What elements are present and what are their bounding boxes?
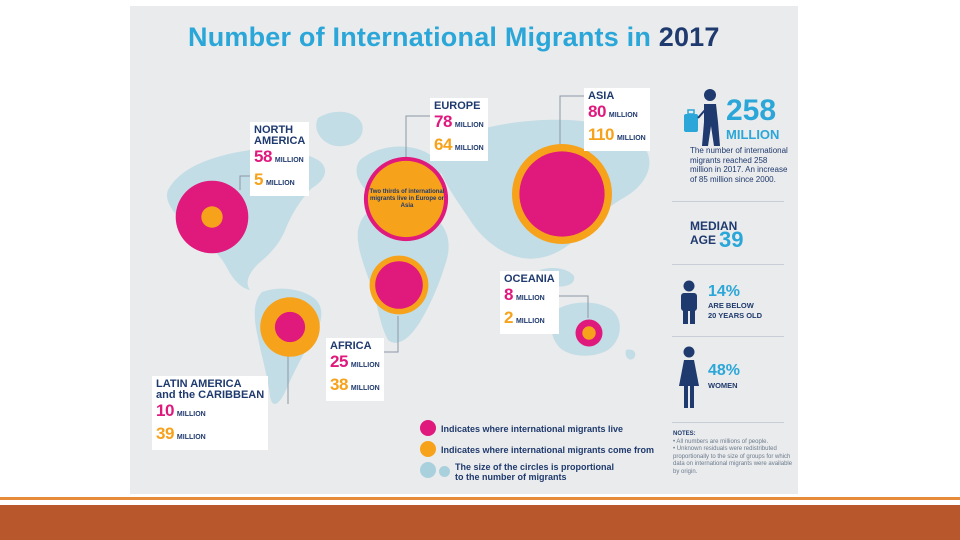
stat-live-value: 10: [156, 401, 174, 420]
region-name: AFRICA: [330, 340, 372, 352]
region-oceania: OCEANIA 8 MILLION 2 MILLION: [500, 271, 559, 334]
title-text: Number of International Migrants in: [188, 22, 652, 52]
region-name: EUROPE: [434, 100, 481, 112]
stat-origin-value: 38: [330, 375, 348, 394]
region-name: NORTH: [254, 124, 294, 136]
stat-live: 58 MILLION: [254, 147, 305, 170]
stat-unit: MILLION: [616, 135, 646, 142]
footer-accent-line: [0, 497, 960, 500]
divider: [672, 201, 784, 202]
stat-live: 10 MILLION: [156, 401, 264, 424]
stat-live-value: 8: [504, 285, 513, 304]
stat-unit: MILLION: [515, 318, 545, 325]
notes-heading: NOTES:: [673, 431, 696, 437]
divider: [672, 336, 784, 337]
page-title: Number of International Migrants in 2017: [188, 22, 720, 53]
legend-size-swatch-large: [420, 462, 436, 478]
region-name: ASIA: [588, 90, 615, 102]
connector-lines: [239, 95, 589, 404]
legend-live-label: Indicates where international migrants l…: [441, 424, 624, 434]
stat-live-value: 78: [434, 112, 452, 131]
stat-unit: MILLION: [454, 145, 484, 152]
stat-origin: 38 MILLION: [330, 375, 380, 398]
region-europe: EUROPE 78 MILLION 64 MILLION: [430, 98, 488, 161]
connector-europe: [405, 115, 430, 158]
traveler-icon: [684, 89, 720, 146]
legend-size-swatch-small: [439, 466, 450, 477]
bubble-layer: [175, 144, 612, 357]
legend-size-label-1: The size of the circles is proportional: [455, 462, 615, 472]
connector-north-america: [239, 175, 250, 190]
stat-unit: MILLION: [176, 411, 206, 418]
youth-percent: 14%: [708, 283, 741, 300]
note-1: • All numbers are millions of people.: [673, 438, 769, 445]
stat-unit: MILLION: [515, 295, 545, 302]
median-label-1: MEDIAN: [690, 219, 738, 233]
stat-origin-value: 110: [588, 125, 614, 144]
stat-live: 78 MILLION: [434, 112, 484, 135]
bubble-north-america-origin: [201, 206, 223, 228]
bubble-asia-live: [519, 151, 605, 237]
stat-unit: MILLION: [265, 180, 295, 187]
divider: [672, 264, 784, 265]
region-name: LATIN AMERICA: [156, 378, 242, 390]
stat-origin: 2 MILLION: [504, 308, 555, 331]
child-icon: [681, 280, 697, 324]
stat-unit: MILLION: [608, 112, 638, 119]
stat-live: 25 MILLION: [330, 352, 380, 375]
region-name: OCEANIA: [504, 273, 555, 285]
stat-origin-value: 2: [504, 308, 513, 327]
legend-size-label-2: to the number of migrants: [455, 472, 567, 482]
stat-origin: 39 MILLION: [156, 424, 264, 447]
stat-unit: MILLION: [274, 157, 304, 164]
legend-origin-swatch: [420, 441, 436, 457]
note-2: • Unknown residuals were redistributed p…: [673, 446, 793, 475]
stat-origin-value: 64: [434, 135, 452, 154]
region-name: and the CARIBBEAN: [156, 389, 265, 401]
stat-unit: MILLION: [350, 385, 380, 392]
stat-live-value: 25: [330, 352, 348, 371]
woman-icon: [679, 346, 699, 408]
bubble-latin-america-live: [274, 311, 306, 343]
connector-asia: [559, 95, 587, 150]
total-unit: MILLION: [726, 127, 780, 142]
region-name: AMERICA: [254, 135, 306, 147]
stat-unit: MILLION: [454, 122, 484, 129]
youth-desc-2: 20 YEARS OLD: [708, 311, 763, 320]
footer-bar: [0, 505, 960, 540]
stat-origin: 64 MILLION: [434, 135, 484, 158]
region-latin-america: LATIN AMERICA and the CARIBBEAN 10 MILLIO…: [152, 376, 269, 450]
stat-live: 8 MILLION: [504, 285, 555, 308]
stat-live: 80 MILLION: [588, 102, 646, 125]
divider: [672, 422, 784, 423]
region-asia: ASIA 80 MILLION 110 MILLION: [584, 88, 650, 151]
total-description: The number of international migrants rea…: [690, 146, 788, 184]
median-value: 39: [719, 227, 744, 252]
median-label-2: AGE: [690, 233, 717, 247]
bubble-oceania-origin: [582, 326, 596, 340]
region-north-america: NORTH AMERICA 58 MILLION 5 MILLION: [250, 122, 310, 196]
legend-live-swatch: [420, 420, 436, 436]
title-year: 2017: [658, 22, 720, 52]
youth-desc-1: ARE BELOW: [708, 301, 754, 310]
stat-unit: MILLION: [176, 434, 206, 441]
women-percent: 48%: [708, 362, 741, 379]
stat-live-value: 80: [588, 102, 606, 121]
legend-origin-label: Indicates where international migrants c…: [441, 445, 655, 455]
region-africa: AFRICA 25 MILLION 38 MILLION: [326, 338, 384, 401]
women-desc: WOMEN: [708, 381, 738, 390]
world-map: [166, 95, 650, 404]
stat-unit: MILLION: [350, 362, 380, 369]
stat-origin-value: 39: [156, 424, 174, 443]
stat-live-value: 58: [254, 147, 272, 166]
stat-origin-value: 5: [254, 170, 263, 189]
notes: NOTES: • All numbers are millions of peo…: [673, 431, 798, 476]
stat-origin: 5 MILLION: [254, 170, 305, 193]
bubble-europe-origin: [367, 160, 445, 238]
stat-origin: 110 MILLION: [588, 125, 646, 148]
europe-note: Two thirds of international migrants liv…: [369, 189, 445, 209]
bubble-africa-live: [375, 261, 423, 309]
total-number: 258: [726, 94, 777, 127]
